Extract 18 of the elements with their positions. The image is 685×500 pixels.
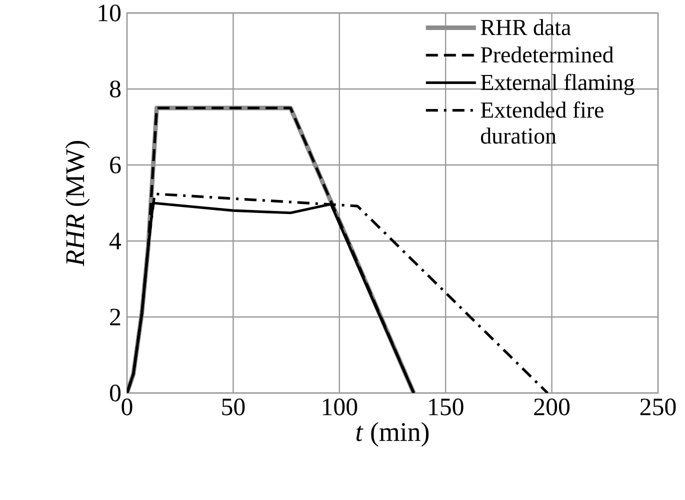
y-tick-label: 0: [110, 384, 121, 402]
y-tick-label: 6: [110, 156, 121, 174]
x-tick-label: 150: [429, 398, 464, 416]
x-tick-label: 50: [222, 398, 245, 416]
y-tick-label: 4: [110, 232, 122, 250]
y-tick-label: 2: [110, 308, 120, 326]
legend-label: External flaming: [480, 74, 634, 95]
x-tick-label: 0: [122, 398, 132, 416]
legend-label: Extended fire duration: [480, 101, 604, 144]
legend-label: RHR data: [480, 19, 571, 36]
x-tick-label: 100: [322, 398, 358, 416]
x-tick-label: 250: [640, 398, 676, 416]
x-axis-title: t (min): [356, 422, 429, 447]
x-tick-label: 200: [534, 398, 570, 416]
legend-label: Predetermined: [480, 46, 614, 63]
y-tick-label: 8: [110, 80, 121, 98]
y-axis-title: RHR (MW): [65, 141, 90, 266]
y-tick-label: 10: [98, 4, 121, 22]
